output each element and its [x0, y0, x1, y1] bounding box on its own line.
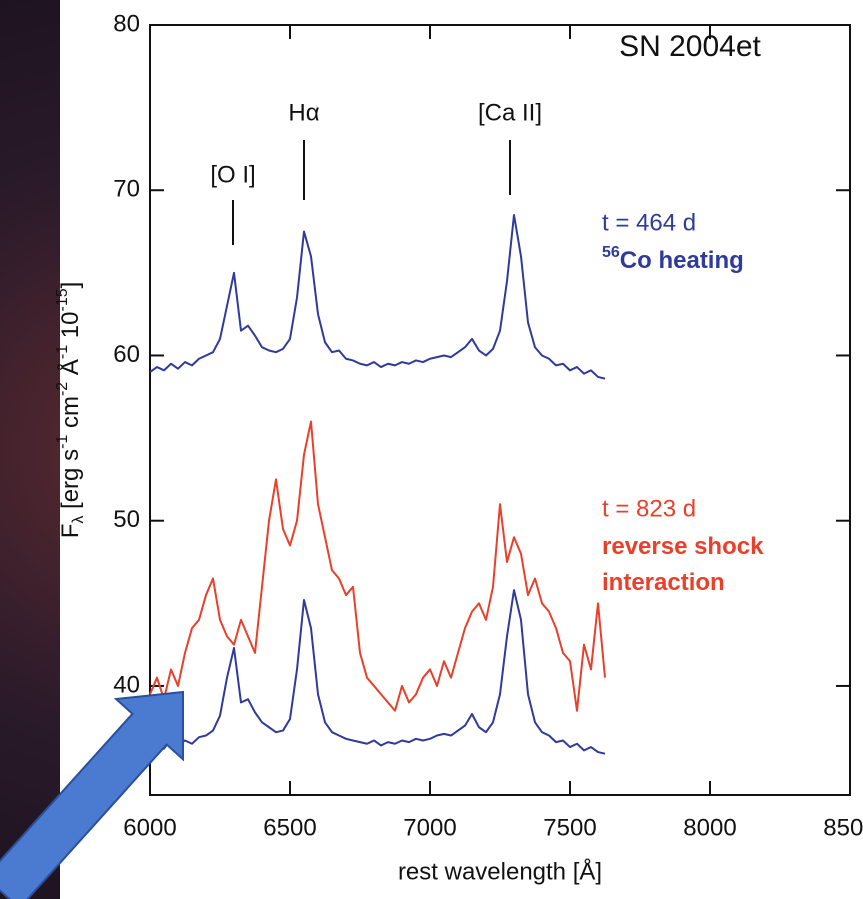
y-axis-label: Fλ [erg s-1 cm-2 Å-1 10-15] [54, 282, 87, 539]
description-text: Co heating [620, 247, 744, 274]
x-tick-label: 7000 [403, 814, 456, 841]
y-tick-label: 60 [113, 341, 140, 368]
plot-frame [149, 24, 851, 796]
legend-description: interaction [602, 569, 725, 596]
x-tick-label: 8000 [683, 814, 736, 841]
y-label-part: ] [57, 282, 84, 289]
y-label-part: λ [70, 516, 87, 524]
y-label-part: -15 [54, 288, 71, 311]
x-tick-label: 8500 [823, 814, 863, 841]
legend-description: 56Co heating [602, 244, 744, 274]
y-label-part: cm [57, 396, 84, 435]
line-annotation: [O I] [210, 161, 255, 188]
chart-title: SN 2004et [619, 30, 761, 63]
x-tick-label: 6500 [263, 814, 316, 841]
line-annotation: Hα [288, 99, 319, 126]
y-label-part: [erg s [57, 449, 84, 516]
superscript: 56 [602, 244, 620, 261]
y-label-part: 10 [57, 311, 84, 344]
y-label-part: Å [56, 359, 84, 382]
spectrum-line [149, 214, 606, 380]
y-tick-label: 40 [113, 671, 140, 698]
plot-layer: 40 50 60 70 80 6000 6500 7000 7500 8000 8500 SN 200… [54, 10, 863, 885]
y-label-part: -1 [54, 435, 71, 449]
spectrum-line [149, 420, 606, 712]
y-label-part: -2 [54, 382, 71, 396]
y-tick-label: 50 [113, 506, 140, 533]
y-tick-label: 70 [113, 176, 140, 203]
spectrum-line [149, 589, 606, 755]
description-text: interaction [602, 569, 725, 596]
legend-description: reverse shock [602, 533, 764, 560]
line-annotation: [Ca II] [478, 99, 542, 126]
x-tick-label: 6000 [123, 814, 176, 841]
x-axis-label: rest wavelength [Å] [398, 857, 602, 885]
y-label-part: -1 [54, 345, 71, 359]
legend-label: t = 823 d [602, 495, 696, 522]
pointer-arrow [0, 690, 185, 899]
y-tick-label: 80 [113, 10, 140, 37]
description-text: reverse shock [602, 533, 764, 560]
legend-label: t = 464 d [602, 209, 696, 236]
y-label-part: F [57, 524, 84, 539]
x-tick-label: 7500 [543, 814, 596, 841]
